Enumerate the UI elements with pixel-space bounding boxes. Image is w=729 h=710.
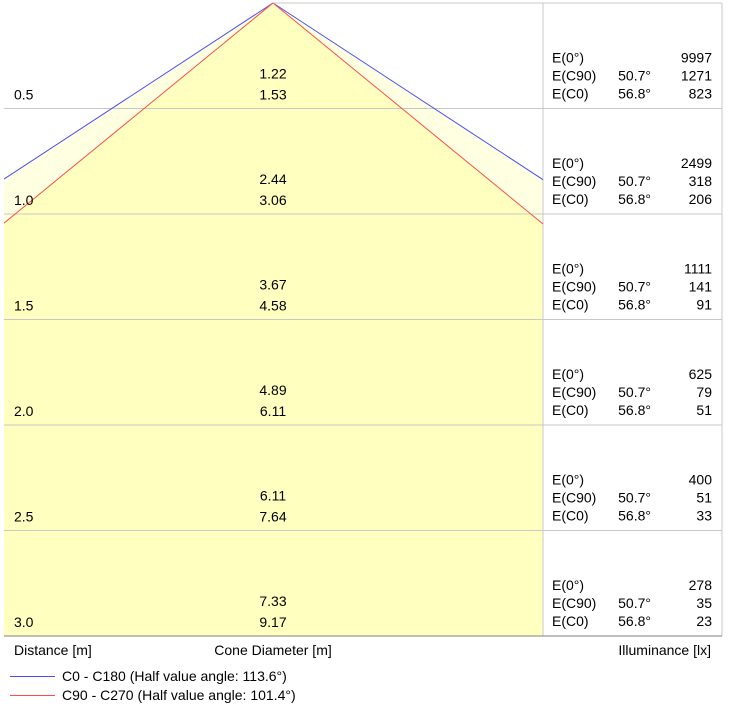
illuminance-value-center: 400 xyxy=(689,472,713,488)
cone-diameter-c0: 3.06 xyxy=(259,192,286,208)
illuminance-value-c90: 318 xyxy=(689,173,713,189)
cone-diameter-c90: 3.67 xyxy=(259,277,286,293)
angle-c0: 56.8° xyxy=(618,191,651,207)
illuminance-label-c90: E(C90) xyxy=(552,68,596,84)
distance-label: 2.0 xyxy=(14,403,34,419)
cone-diagram: 0.5 1.22 1.53 E(0°) E(C90) E(C0) 50.7° 56.8° 999… xyxy=(3,2,723,637)
illuminance-value-c90: 35 xyxy=(696,595,712,611)
cone-diameter-c0: 1.53 xyxy=(259,87,286,103)
distance-label: 1.0 xyxy=(14,192,34,208)
illuminance-value-c0: 91 xyxy=(696,297,712,313)
cone-diameter-c90: 6.11 xyxy=(260,488,286,504)
legend-line-red xyxy=(10,695,55,696)
legend-label-c0-c180: C0 - C180 (Half value angle: 113.6°) xyxy=(62,668,287,684)
angle-c0: 56.8° xyxy=(618,297,651,313)
illuminance-label-c0: E(C0) xyxy=(552,297,589,313)
illuminance-label-c90: E(C90) xyxy=(552,173,596,189)
angle-c90: 50.7° xyxy=(618,384,651,400)
illuminance-column-header: Illuminance [lx] xyxy=(618,642,711,658)
illuminance-label-c0: E(C0) xyxy=(552,613,589,629)
illuminance-value-c0: 33 xyxy=(696,508,712,524)
distance-column-header: Distance [m] xyxy=(14,642,92,658)
cone-diameter-c0: 6.11 xyxy=(260,403,286,419)
angle-c0: 56.8° xyxy=(618,86,651,102)
cone-diameter-c90: 7.33 xyxy=(259,593,286,609)
beam-edge-c90-c270-left xyxy=(3,2,274,224)
angle-c90: 50.7° xyxy=(618,595,651,611)
chart-frame xyxy=(4,2,723,637)
illuminance-value-c90: 79 xyxy=(696,384,712,400)
illuminance-value-c0: 51 xyxy=(696,402,712,418)
distance-label: 2.5 xyxy=(14,509,34,525)
illuminance-value-c0: 823 xyxy=(689,86,713,102)
angle-c0: 56.8° xyxy=(618,613,651,629)
illuminance-value-c90: 1271 xyxy=(681,68,712,84)
cone-diameter-column-header: Cone Diameter [m] xyxy=(214,642,332,658)
illuminance-label-c0: E(C0) xyxy=(552,508,589,524)
illuminance-label-c0: E(C0) xyxy=(552,402,589,418)
angle-c0: 56.8° xyxy=(618,402,651,418)
cone-diameter-c90: 2.44 xyxy=(259,171,286,187)
illuminance-label-c90: E(C90) xyxy=(552,279,596,295)
distance-label: 1.5 xyxy=(14,298,34,314)
illuminance-value-center: 278 xyxy=(689,577,713,593)
legend-label-c90-c270: C90 - C270 (Half value angle: 101.4°) xyxy=(62,687,296,703)
cone-diameter-c0: 7.64 xyxy=(259,509,286,525)
cone-diameter-c90: 1.22 xyxy=(259,66,286,82)
illuminance-value-center: 1111 xyxy=(684,261,712,277)
illuminance-label-center: E(0°) xyxy=(552,472,584,488)
cone-diameter-c90: 4.89 xyxy=(259,382,286,398)
beam-edge-c0-c180-left xyxy=(3,2,274,180)
illuminance-label-center: E(0°) xyxy=(552,50,584,66)
illuminance-label-c90: E(C90) xyxy=(552,490,596,506)
illuminance-label-center: E(0°) xyxy=(552,577,584,593)
angle-c90: 50.7° xyxy=(618,490,651,506)
illuminance-label-center: E(0°) xyxy=(552,261,584,277)
illuminance-value-center: 2499 xyxy=(681,155,712,171)
cone-diameter-c0: 9.17 xyxy=(259,614,286,630)
illuminance-label-c90: E(C90) xyxy=(552,384,596,400)
angle-c90: 50.7° xyxy=(618,68,651,84)
illuminance-label-center: E(0°) xyxy=(552,155,584,171)
illuminance-value-c90: 51 xyxy=(696,490,712,506)
illuminance-label-c0: E(C0) xyxy=(552,191,589,207)
row-labels: 0.5 1.22 1.53 E(0°) E(C90) E(C0) 50.7° 56.8° 999… xyxy=(14,50,712,631)
illuminance-value-c90: 141 xyxy=(689,279,713,295)
distance-label: 0.5 xyxy=(14,87,34,103)
row-gridlines xyxy=(4,3,722,636)
angle-c0: 56.8° xyxy=(618,508,651,524)
illuminance-label-c0: E(C0) xyxy=(552,86,589,102)
distance-label: 3.0 xyxy=(14,614,34,630)
illuminance-label-center: E(0°) xyxy=(552,366,584,382)
beam-edge-c90-c270-right xyxy=(272,2,544,225)
illuminance-value-center: 625 xyxy=(689,366,713,382)
legend-line-blue xyxy=(10,676,55,677)
angle-c90: 50.7° xyxy=(618,173,651,189)
illuminance-label-c90: E(C90) xyxy=(552,595,596,611)
illuminance-value-c0: 23 xyxy=(696,613,712,629)
cone-diameter-c0: 4.58 xyxy=(259,298,286,314)
beam-edge-lines xyxy=(3,2,544,225)
illuminance-value-center: 9997 xyxy=(681,50,712,66)
beam-edge-c0-c180-right xyxy=(272,2,544,181)
illuminance-value-c0: 206 xyxy=(689,191,713,207)
angle-c90: 50.7° xyxy=(618,279,651,295)
